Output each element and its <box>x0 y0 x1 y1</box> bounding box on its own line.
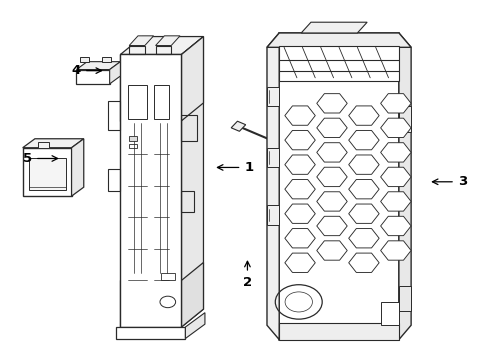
Text: 5: 5 <box>23 152 58 165</box>
Polygon shape <box>267 33 411 47</box>
Polygon shape <box>399 107 411 132</box>
Bar <box>121 54 181 121</box>
Bar <box>23 148 72 196</box>
Polygon shape <box>129 36 154 45</box>
Bar <box>80 57 89 62</box>
Polygon shape <box>72 139 84 196</box>
Bar <box>76 69 110 84</box>
Bar <box>154 85 169 119</box>
Polygon shape <box>121 37 203 54</box>
Bar <box>117 327 185 338</box>
Text: 3: 3 <box>432 175 467 188</box>
Polygon shape <box>301 22 367 33</box>
Polygon shape <box>185 313 205 338</box>
Bar <box>279 45 399 81</box>
Polygon shape <box>267 205 279 225</box>
Bar <box>129 144 137 148</box>
Text: 1: 1 <box>218 161 253 174</box>
Bar <box>128 85 147 119</box>
Text: 2: 2 <box>243 261 252 289</box>
Polygon shape <box>156 36 180 45</box>
Bar <box>28 158 66 190</box>
Polygon shape <box>110 62 121 84</box>
Polygon shape <box>23 139 84 148</box>
Bar <box>279 33 399 339</box>
Bar <box>129 136 137 140</box>
Bar <box>381 302 399 325</box>
Bar <box>129 45 145 54</box>
Polygon shape <box>181 37 203 121</box>
Bar <box>102 57 111 62</box>
Bar <box>121 54 181 327</box>
Bar <box>161 273 174 280</box>
Polygon shape <box>181 37 203 327</box>
Bar <box>38 142 49 148</box>
Polygon shape <box>267 33 279 339</box>
Polygon shape <box>181 262 203 327</box>
Polygon shape <box>267 148 279 167</box>
Bar <box>279 323 399 339</box>
Bar <box>121 54 181 121</box>
Bar <box>156 45 171 54</box>
Polygon shape <box>399 33 411 339</box>
Polygon shape <box>267 87 279 107</box>
Polygon shape <box>268 137 278 144</box>
Bar <box>121 280 181 327</box>
Polygon shape <box>399 286 411 311</box>
Bar <box>121 280 181 327</box>
Polygon shape <box>76 62 121 69</box>
Polygon shape <box>231 121 245 131</box>
Text: 4: 4 <box>72 64 101 77</box>
